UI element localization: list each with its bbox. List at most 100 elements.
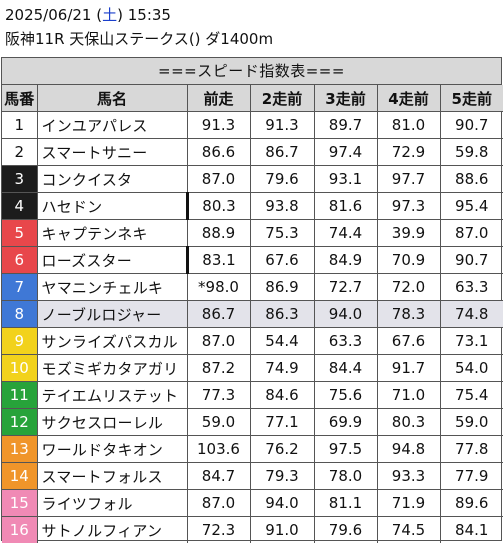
speed-index-value: 77.9 bbox=[440, 463, 503, 490]
horse-name: インユアパレス bbox=[37, 112, 187, 139]
horse-name: サンライズパスカル bbox=[37, 328, 187, 355]
horse-name: スマートサニー bbox=[37, 139, 187, 166]
col-header-3sozen: 3走前 bbox=[314, 85, 377, 112]
speed-index-value: 39.9 bbox=[377, 220, 440, 247]
speed-index-value: 72.3 bbox=[187, 517, 250, 543]
speed-index-value: 81.6 bbox=[314, 193, 377, 220]
speed-index-value: 72.0 bbox=[377, 274, 440, 301]
speed-index-value: 74.9 bbox=[250, 355, 314, 382]
horse-number: 5 bbox=[2, 220, 37, 247]
horse-number: 7 bbox=[2, 274, 37, 301]
race-date: 2025/06/21 bbox=[5, 6, 91, 24]
speed-index-value: 67.6 bbox=[250, 247, 314, 274]
race-header: 2025/06/21 (土) 15:35 阪神11R 天保山ステークス() ダ1… bbox=[5, 3, 500, 51]
horse-name: サクセスローレル bbox=[37, 409, 187, 436]
speed-index-value: 86.7 bbox=[250, 139, 314, 166]
horse-name: テイエムリステット bbox=[37, 382, 187, 409]
date-time-line: 2025/06/21 (土) 15:35 bbox=[5, 3, 500, 27]
speed-index-value: 87.0 bbox=[440, 220, 503, 247]
speed-index-value: 84.4 bbox=[314, 355, 377, 382]
speed-index-value: 97.5 bbox=[314, 436, 377, 463]
speed-index-value: 86.3 bbox=[250, 301, 314, 328]
speed-index-value: 80.3 bbox=[187, 193, 250, 220]
speed-index-value: 74.4 bbox=[314, 220, 377, 247]
speed-index-value: 59.0 bbox=[187, 409, 250, 436]
horse-number: 15 bbox=[2, 490, 37, 517]
day-of-week: 土 bbox=[102, 6, 117, 24]
horse-number: 2 bbox=[2, 139, 37, 166]
horse-number: 6 bbox=[2, 247, 37, 274]
horse-number: 13 bbox=[2, 436, 37, 463]
speed-index-value: 91.0 bbox=[250, 517, 314, 543]
speed-index-value: 63.3 bbox=[314, 328, 377, 355]
horse-name: モズミギカタアガリ bbox=[37, 355, 187, 382]
race-time: 15:35 bbox=[128, 6, 171, 24]
horse-name: キャプテンネキ bbox=[37, 220, 187, 247]
speed-index-value: 93.3 bbox=[377, 463, 440, 490]
speed-index-value: 73.1 bbox=[440, 328, 503, 355]
speed-index-value: 77.8 bbox=[440, 436, 503, 463]
speed-index-value: 91.3 bbox=[187, 112, 250, 139]
speed-index-value: 54.0 bbox=[440, 355, 503, 382]
speed-index-value: 97.7 bbox=[377, 166, 440, 193]
speed-index-value: 91.3 bbox=[250, 112, 314, 139]
col-header-umaban: 馬番 bbox=[2, 85, 37, 112]
speed-index-value: 97.4 bbox=[314, 139, 377, 166]
horse-number: 11 bbox=[2, 382, 37, 409]
speed-index-value: 84.9 bbox=[314, 247, 377, 274]
speed-index-value: 84.1 bbox=[440, 517, 503, 543]
speed-index-value: 81.1 bbox=[314, 490, 377, 517]
horse-name: ローズスター bbox=[37, 247, 187, 274]
col-header-2sozen: 2走前 bbox=[250, 85, 314, 112]
speed-index-value: 63.3 bbox=[440, 274, 503, 301]
col-header-4sozen: 4走前 bbox=[377, 85, 440, 112]
speed-index-value: 69.9 bbox=[314, 409, 377, 436]
speed-index-value: 87.2 bbox=[187, 355, 250, 382]
horse-number: 14 bbox=[2, 463, 37, 490]
speed-index-value: 79.3 bbox=[250, 463, 314, 490]
horse-number: 1 bbox=[2, 112, 37, 139]
speed-index-value: 76.2 bbox=[250, 436, 314, 463]
speed-index-value: 78.0 bbox=[314, 463, 377, 490]
speed-index-value: 74.8 bbox=[440, 301, 503, 328]
speed-index-value: 77.3 bbox=[187, 382, 250, 409]
horse-name: スマートフォルス bbox=[37, 463, 187, 490]
speed-index-value: 72.7 bbox=[314, 274, 377, 301]
speed-index-value: 77.1 bbox=[250, 409, 314, 436]
speed-index-value: 89.7 bbox=[314, 112, 377, 139]
horse-number: 10 bbox=[2, 355, 37, 382]
speed-index-value: 90.7 bbox=[440, 112, 503, 139]
speed-index-value: 88.6 bbox=[440, 166, 503, 193]
speed-index-value: 91.7 bbox=[377, 355, 440, 382]
speed-index-value: 70.9 bbox=[377, 247, 440, 274]
speed-index-table: ===スピード指数表=== 馬番 馬名 前走 2走前 3走前 4走前 5走前 1… bbox=[1, 57, 502, 541]
horse-number: 16 bbox=[2, 517, 37, 543]
speed-index-value: 94.0 bbox=[250, 490, 314, 517]
horse-name: ワールドタキオン bbox=[37, 436, 187, 463]
speed-index-value: 94.8 bbox=[377, 436, 440, 463]
speed-index-value: 88.9 bbox=[187, 220, 250, 247]
horse-name: サトノルフィアン bbox=[37, 517, 187, 543]
speed-index-value: 67.6 bbox=[377, 328, 440, 355]
speed-index-value: 93.1 bbox=[314, 166, 377, 193]
speed-index-value: 59.8 bbox=[440, 139, 503, 166]
horse-name: ハセドン bbox=[37, 193, 187, 220]
horse-number: 12 bbox=[2, 409, 37, 436]
speed-index-value: 59.0 bbox=[440, 409, 503, 436]
